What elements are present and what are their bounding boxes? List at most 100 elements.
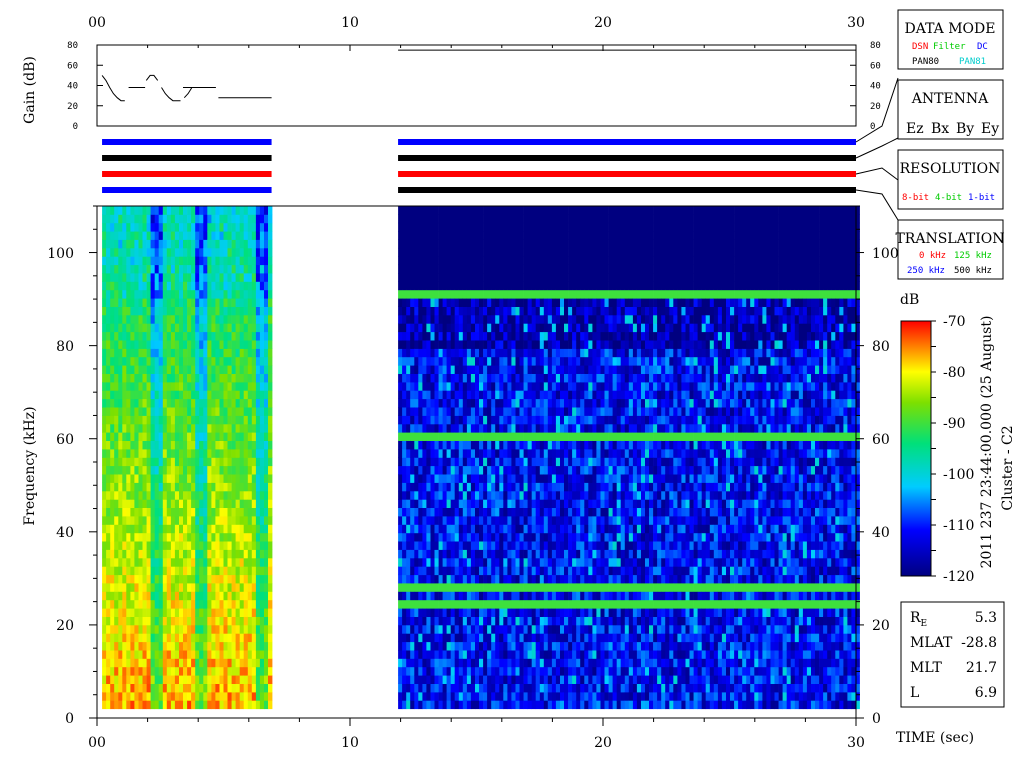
spectrogram-cell xyxy=(166,348,172,358)
spectrogram-cell xyxy=(264,231,269,240)
spectrogram-cell xyxy=(446,273,451,282)
spectrogram-cell xyxy=(539,331,545,341)
spectrogram-cell xyxy=(235,449,240,458)
spectrogram-cell xyxy=(483,490,488,500)
spectrogram-cell xyxy=(243,599,249,609)
spectrogram-cell xyxy=(211,557,216,567)
spectrogram-cell xyxy=(170,650,176,659)
spectrogram-cell xyxy=(507,574,512,584)
spectrogram-cell xyxy=(235,700,240,710)
spectrogram-cell xyxy=(235,407,240,416)
spectrogram-cell xyxy=(174,557,180,567)
spectrogram-cell xyxy=(422,356,427,366)
spectrogram-cell xyxy=(458,633,464,643)
spectrogram-cell xyxy=(491,691,496,701)
spectrogram-cell xyxy=(499,423,504,433)
spectrogram-cell xyxy=(470,306,476,316)
spectrogram-cell xyxy=(235,557,240,567)
spectrogram-cell xyxy=(191,624,196,634)
spectrogram-cell xyxy=(154,281,160,291)
spectrogram-cell xyxy=(531,482,537,492)
spectrogram-cell xyxy=(227,407,232,416)
spectrogram-cell xyxy=(466,398,472,408)
spectrogram-cell xyxy=(503,591,508,601)
spectrogram-cell xyxy=(551,440,557,450)
spectrogram-cell xyxy=(122,675,127,684)
spectrogram-cell xyxy=(507,365,512,374)
spectrogram-cell xyxy=(251,583,257,592)
spectrogram-cell xyxy=(543,482,549,492)
spectrogram-cell xyxy=(130,247,135,257)
spectrogram-cell xyxy=(106,289,111,299)
spectrogram-cell xyxy=(166,549,172,559)
spectrogram-cell xyxy=(511,608,516,617)
spectrogram-cell xyxy=(466,306,472,316)
spectrogram-cell xyxy=(166,457,172,467)
spectrogram-cell xyxy=(142,557,147,567)
spectrogram-cell xyxy=(146,490,151,500)
spectrogram-cell xyxy=(251,415,257,425)
spectrogram-cell xyxy=(515,239,520,249)
spectrogram-cell xyxy=(523,247,528,257)
spectrogram-cell xyxy=(402,340,407,349)
spectrogram-cell xyxy=(402,415,407,425)
spectrogram-cell xyxy=(438,457,443,467)
spectrogram-cell xyxy=(227,465,232,475)
spectrogram-cell xyxy=(130,222,135,232)
spectrogram-cell xyxy=(231,574,236,584)
spectrogram-cell xyxy=(430,348,435,358)
spectrogram-cell xyxy=(146,423,151,433)
spectrogram-cell xyxy=(122,432,127,441)
spectrogram-cell xyxy=(543,541,549,550)
spectrogram-cell xyxy=(414,557,419,567)
spectrogram-cell xyxy=(418,566,423,576)
spectrogram-cell xyxy=(219,641,224,651)
spectrogram-cell xyxy=(122,289,127,299)
spectrogram-cell xyxy=(430,583,435,592)
spectrogram-cell xyxy=(122,449,127,458)
spectrogram-cell xyxy=(555,390,561,400)
spectrogram-cell xyxy=(551,666,557,676)
spectrogram-cell xyxy=(418,524,423,534)
spectrogram-cell xyxy=(422,499,427,508)
spectrogram-cell xyxy=(470,532,476,542)
spectrogram-cell xyxy=(179,624,184,634)
spectrogram-cell xyxy=(503,273,508,282)
spectrogram-cell xyxy=(523,566,528,576)
spectrogram-cell xyxy=(398,516,403,525)
spectrogram-cell xyxy=(438,256,443,266)
spectrogram-cell xyxy=(114,381,119,391)
spectrogram-cell xyxy=(487,289,492,299)
spectrogram-cell xyxy=(470,541,476,550)
spectrogram-cell xyxy=(166,608,172,617)
spectrogram-cell xyxy=(126,340,131,349)
spectrogram-cell xyxy=(442,566,447,576)
spectrogram-cell xyxy=(183,231,188,240)
spectrogram-cell xyxy=(458,340,464,349)
spectrogram-cell xyxy=(406,490,411,500)
spectrogram-cell xyxy=(223,423,228,433)
spectrogram-cell xyxy=(487,314,492,324)
spectrogram-cell xyxy=(126,641,131,651)
spectrogram-cell xyxy=(251,457,257,467)
spectrogram-cell xyxy=(519,390,524,400)
spectrogram-cell xyxy=(183,541,188,550)
spectrogram-cell xyxy=(398,541,403,550)
spectrogram-cell xyxy=(251,532,257,542)
spectrogram-cell xyxy=(174,281,180,291)
spectrogram-cell xyxy=(479,423,484,433)
spectrogram-cell xyxy=(154,415,160,425)
spectrogram-cell xyxy=(495,222,500,232)
spectrogram-cell xyxy=(215,206,220,215)
spectrogram-cell xyxy=(462,624,468,634)
spectrogram-cell xyxy=(535,650,541,659)
spectrogram-cell xyxy=(406,566,411,576)
spectrogram-cell xyxy=(523,616,528,626)
spectrogram-cell xyxy=(422,381,427,391)
spectrogram-cell xyxy=(535,666,541,676)
spectrogram-cell xyxy=(146,683,151,693)
spectrogram-cell xyxy=(154,499,160,508)
spectrogram-cell xyxy=(195,532,200,542)
spectrogram-cell xyxy=(519,440,524,450)
status-bar-translation-1 xyxy=(398,187,856,193)
